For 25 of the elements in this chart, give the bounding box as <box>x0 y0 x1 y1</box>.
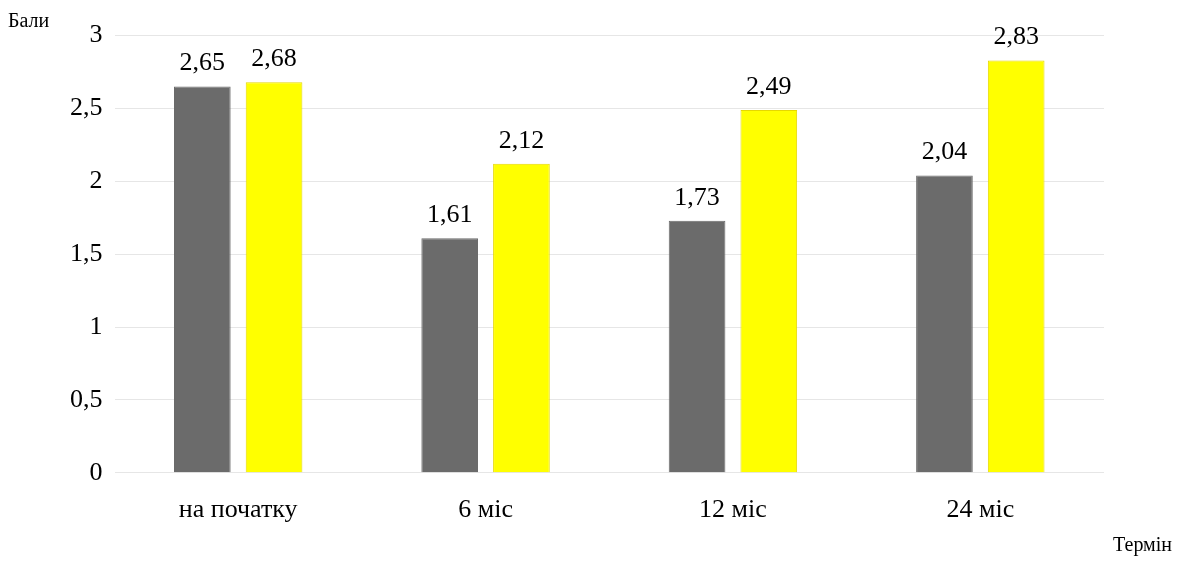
x-tick-label: 6 міс <box>458 494 513 524</box>
data-label: 2,83 <box>993 21 1039 51</box>
y-axis-title: Бали <box>8 9 50 32</box>
x-tick-label: 24 міс <box>946 494 1015 524</box>
data-label: 2,49 <box>746 70 792 100</box>
x-axis-title: Термін <box>1113 533 1173 557</box>
data-label: 2,12 <box>498 124 545 154</box>
bar <box>173 86 231 473</box>
data-label: 2,65 <box>179 47 226 77</box>
bar <box>421 238 479 473</box>
data-label: 1,61 <box>426 199 473 228</box>
bar <box>916 175 973 473</box>
data-label: 1,73 <box>674 181 720 211</box>
x-tick-label: 12 міс <box>699 494 767 524</box>
y-tick-label: 0,5 <box>70 383 103 413</box>
data-label: 2,04 <box>921 136 968 166</box>
y-tick-label: 1 <box>89 310 103 340</box>
y-tick-label: 2 <box>89 165 103 195</box>
y-tick-label: 0 <box>89 456 103 486</box>
y-tick-label: 1,5 <box>70 238 103 268</box>
y-tick-label: 2,5 <box>70 92 103 122</box>
y-tick-label: 3 <box>89 19 103 49</box>
x-tick-label: на початку <box>178 494 298 524</box>
data-label: 2,68 <box>251 43 297 73</box>
bar <box>668 220 726 473</box>
